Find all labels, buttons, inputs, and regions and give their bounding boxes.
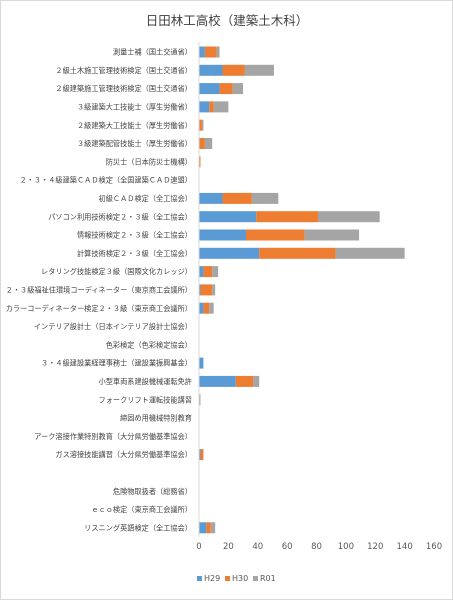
bar-segment-h30 (203, 266, 213, 278)
category-label: カラーコーディネーター検定２・３級（東京商工会議所） (6, 304, 192, 313)
category-label: ２・３級福祉住環境コーディネーター（東京商工会議所） (6, 286, 192, 295)
category-label: ｅｃｏ検定（東京商工会議所） (91, 505, 192, 514)
category-label: ２級建築施工管理技術検定（国土交通省） (55, 84, 192, 93)
category-label: フォークリフト運転技能講習 (99, 395, 192, 404)
category-label: 計算技術検定２・３級（全工協会） (77, 249, 192, 258)
bar-segment-h29 (199, 83, 220, 95)
x-tick-label: 20 (223, 542, 234, 552)
bar-segment-r01 (212, 284, 216, 296)
bar-segment-h29 (199, 357, 204, 369)
bar-segment-r01 (335, 247, 405, 259)
category-label: 防災士（日本防災士機構） (106, 157, 192, 166)
bar-segment-h30 (222, 192, 252, 204)
x-tick-labels: 0 20 40 60 80 100 120 140 160 (196, 542, 442, 552)
x-tick-label: 140 (397, 542, 413, 552)
category-label: 危険物取扱者（総務省） (113, 487, 192, 496)
legend: H29 H30 R01 (197, 574, 276, 583)
bar-segment-r01 (317, 211, 380, 223)
bar-segment-h29 (199, 192, 223, 204)
bar-segment-r01 (213, 101, 229, 113)
bar-segment-h29 (199, 266, 204, 278)
x-tick-label: 40 (252, 542, 263, 552)
bar-segment-h29 (199, 211, 257, 223)
bar-segment-h30 (206, 522, 211, 534)
bar-segment-h29 (199, 375, 236, 387)
x-tick-label: 120 (367, 542, 383, 552)
bar-segment-h30 (203, 302, 210, 314)
bar-segment-h29 (199, 247, 260, 259)
category-label: ガス溶接技能講習（大分県労働基準協会） (55, 450, 192, 459)
x-tick-label: 0 (196, 542, 201, 552)
legend-swatch-h29 (197, 576, 202, 581)
bar-segment-h30 (235, 375, 254, 387)
category-label: リスニング英語検定（全工協会） (84, 523, 192, 532)
bar-segment-r01 (244, 64, 274, 76)
category-label: 測量士補（国土交通省） (113, 48, 192, 57)
x-tick-label: 80 (311, 542, 322, 552)
chart-title: 日田林工高校（建築土木科） (146, 13, 309, 28)
bar-segment-h30 (200, 284, 213, 296)
category-label: ３級建築大工技能士（厚生労働省） (77, 103, 192, 112)
bar-segment-h30 (209, 101, 214, 113)
legend-label-h29: H29 (204, 574, 220, 583)
category-labels: 測量士補（国土交通省） ２級土木施工管理技術検定（国土交通省） ２級建築施工管理技術… (6, 48, 192, 533)
x-tick-label: 160 (426, 542, 442, 552)
bar-segment-h30 (199, 119, 202, 131)
bar-segment-h29 (199, 101, 210, 113)
category-label: レタリング技能検定３級（国際文化カレッジ） (41, 267, 192, 276)
category-label: 色彩検定（色彩検定協会） (106, 340, 192, 349)
x-tick-label: 100 (338, 542, 354, 552)
bar-segment-h29 (199, 284, 201, 296)
bar-segment-h30 (222, 64, 245, 76)
category-label: インテリア設計士（日本インテリア設計士協会） (34, 322, 192, 331)
legend-label-r01: R01 (260, 574, 276, 583)
category-label: ３・４級建設業経理事務士（建設業振興基金） (41, 359, 192, 368)
bar-segment-r01 (204, 138, 213, 149)
bar-segment-r01 (209, 302, 214, 314)
category-label: 情報技術検定２・３級（全工協会） (77, 231, 192, 240)
bar-segment-h30 (219, 83, 233, 95)
bar-segment-h30 (204, 46, 217, 58)
bar-segment-h29 (199, 449, 201, 461)
category-label: ２級土木施工管理技術検定（国土交通省） (55, 66, 192, 75)
category-label: ３級建築配管技能士（厚生労働省） (77, 139, 192, 148)
bar-segment-r01 (210, 522, 216, 534)
bar-segment-h30 (199, 138, 205, 149)
bar-segment-r01 (304, 229, 360, 241)
category-label: パソコン利用技術検定２・３級（全工協会） (48, 212, 192, 221)
bar-segment-h29 (199, 229, 246, 241)
bar-segment-h30 (199, 156, 201, 168)
bar-segment-h29 (199, 522, 207, 534)
bar-segment-r01 (253, 375, 260, 387)
bar-segment-r01 (251, 192, 279, 204)
bar-segment-r01 (212, 266, 219, 278)
bar-segment-r01 (216, 46, 220, 58)
category-label: アーク溶接作業特別教育（大分県労働基準協会） (34, 432, 192, 441)
bar-layer (199, 46, 405, 534)
legend-swatch-h30 (225, 576, 230, 581)
bar-segment-r01 (199, 394, 201, 406)
bar-segment-h30 (200, 449, 204, 461)
category-label: 小型車両系建設機械運転免許 (99, 377, 192, 386)
bar-segment-h30 (259, 247, 336, 259)
bar-segment-h30 (256, 211, 318, 223)
legend-label-h30: H30 (232, 574, 248, 583)
category-label: ２・３・４級建築ＣＡＤ検定（全国建築ＣＡＤ連盟） (19, 176, 192, 185)
legend-swatch-r01 (253, 576, 258, 581)
bar-segment-r01 (232, 83, 244, 95)
category-label: ２級建築大工技能士（厚生労働省） (77, 121, 192, 130)
category-label: 締固め用機械特別教育 (120, 414, 192, 423)
bar-segment-h29 (199, 302, 204, 314)
bar-segment-h29 (199, 64, 223, 76)
bar-segment-h30 (246, 229, 305, 241)
x-tick-label: 60 (282, 542, 293, 552)
bar-segment-h29 (199, 46, 205, 58)
category-label: 初級ＣＡＤ検定（全工協会） (99, 194, 192, 203)
bar-segment-r01 (201, 119, 204, 131)
